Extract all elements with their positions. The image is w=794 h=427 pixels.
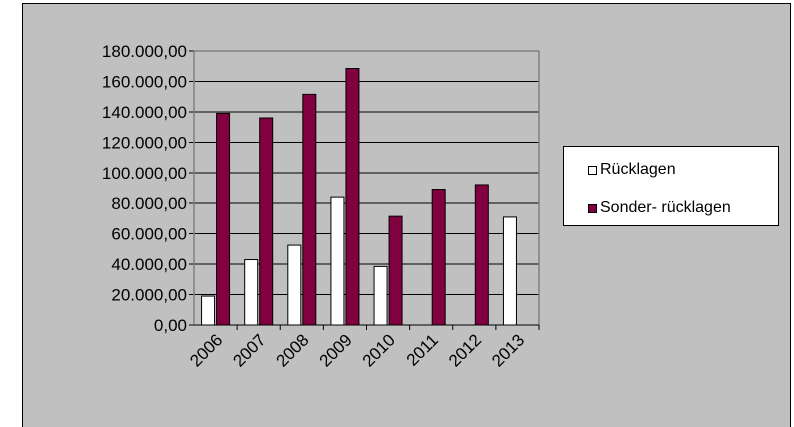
legend-swatch-series-1 [588, 165, 597, 175]
y-tick-label: 120.000,00 [102, 133, 187, 152]
legend-item-series-1: Rücklagen [588, 161, 676, 179]
bar-series-2 [302, 93, 317, 326]
x-tick-label: 2008 [272, 330, 312, 370]
legend-label-series-1: Rücklagen [600, 161, 676, 178]
y-tick-label: 160.000,00 [102, 72, 187, 91]
legend-item-series-2: Sonder- rücklagen [588, 199, 731, 217]
bar-series-1 [502, 216, 517, 326]
x-tick-label: 2012 [445, 330, 485, 370]
bar-series-2 [216, 112, 231, 326]
axes [189, 50, 540, 330]
x-tick-label: 2011 [403, 330, 442, 369]
bar-series-2 [474, 184, 489, 326]
bar-series-1 [287, 244, 302, 326]
legend: Rücklagen Sonder- rücklagen [563, 146, 779, 226]
y-tick-label: 20.000,00 [111, 286, 187, 305]
legend-label-series-2: Sonder- rücklagen [600, 199, 731, 216]
bar-series-2 [388, 215, 403, 326]
y-tick-label: 40.000,00 [111, 255, 187, 274]
bar-series-1 [373, 265, 388, 326]
x-tick-label: 2007 [229, 330, 269, 370]
y-tick-label: 140.000,00 [102, 103, 187, 122]
bars [201, 68, 517, 326]
y-tick-label: 60.000,00 [111, 225, 187, 244]
bar-series-1 [330, 196, 345, 326]
y-tick-label: 80.000,00 [111, 194, 187, 213]
bar-series-1 [201, 295, 216, 326]
x-tick-label: 2013 [488, 330, 528, 370]
x-tick-label: 2006 [186, 330, 226, 370]
x-tick-label: 2010 [359, 330, 399, 370]
y-tick-label: 0,00 [154, 316, 187, 335]
bar-series-2 [259, 117, 274, 326]
legend-swatch-series-2 [588, 203, 597, 213]
x-tick-label: 2009 [316, 330, 356, 370]
y-axis-tick-labels: 0,00 20.000,00 40.000,00 60.000,00 80.000,00… [102, 42, 187, 335]
bar-series-2 [431, 189, 446, 326]
x-axis-tick-labels: 2006 2007 2008 2009 2010 2011 2012 2013 [186, 330, 528, 370]
y-tick-label: 180.000,00 [102, 42, 187, 61]
bar-series-1 [244, 259, 259, 326]
bar-series-2 [345, 68, 360, 326]
y-tick-label: 100.000,00 [102, 164, 187, 183]
